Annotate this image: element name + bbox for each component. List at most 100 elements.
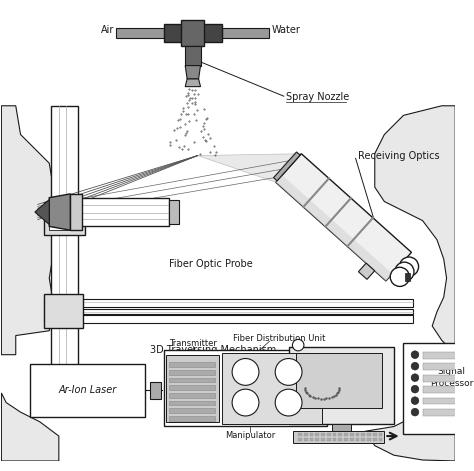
Bar	[169, 362, 215, 367]
Bar	[78, 198, 169, 227]
Bar	[169, 378, 215, 382]
Bar	[373, 438, 377, 441]
Bar	[164, 350, 327, 427]
Bar	[361, 438, 365, 441]
Bar	[333, 433, 337, 436]
Bar	[327, 438, 331, 441]
Bar	[373, 433, 377, 436]
Bar	[333, 438, 337, 441]
Text: Ar-Ion Laser: Ar-Ion Laser	[58, 385, 117, 395]
Bar	[70, 194, 82, 230]
Bar	[367, 438, 371, 441]
Bar	[221, 353, 322, 423]
Text: Manipulator: Manipulator	[225, 430, 275, 439]
Circle shape	[275, 358, 302, 385]
Bar	[30, 364, 145, 417]
Bar	[304, 433, 308, 436]
Polygon shape	[276, 154, 411, 281]
Polygon shape	[358, 263, 374, 279]
Circle shape	[411, 397, 419, 405]
Polygon shape	[35, 200, 49, 225]
Text: Receiving Optics: Receiving Optics	[357, 151, 439, 161]
Bar	[338, 433, 342, 436]
Text: 3D Traversing Mechanism: 3D Traversing Mechanism	[150, 345, 276, 355]
Polygon shape	[185, 79, 201, 87]
Bar	[405, 273, 410, 281]
Bar	[169, 385, 215, 390]
Text: Computer: Computer	[317, 376, 362, 385]
Bar	[361, 433, 365, 436]
Circle shape	[411, 374, 419, 382]
Bar	[45, 309, 413, 314]
Polygon shape	[198, 154, 301, 182]
Bar	[164, 24, 221, 41]
Bar	[296, 353, 383, 408]
Text: Fiber Distribution Unit: Fiber Distribution Unit	[233, 334, 325, 343]
Bar	[423, 352, 461, 358]
Bar	[169, 416, 215, 421]
Circle shape	[411, 385, 419, 393]
Circle shape	[232, 358, 259, 385]
Circle shape	[275, 389, 302, 416]
Bar	[379, 438, 383, 441]
Bar	[45, 294, 83, 328]
Bar	[321, 433, 325, 436]
Text: Water: Water	[272, 25, 300, 35]
Bar	[45, 316, 413, 323]
Circle shape	[292, 340, 304, 351]
Polygon shape	[375, 106, 455, 355]
Bar	[298, 438, 302, 441]
Bar	[169, 401, 215, 406]
Bar	[423, 363, 461, 370]
Bar	[298, 433, 302, 436]
Bar	[332, 423, 351, 431]
Bar	[169, 200, 179, 225]
Bar	[182, 20, 204, 47]
Circle shape	[411, 408, 419, 416]
Bar	[379, 433, 383, 436]
Bar	[310, 433, 313, 436]
Circle shape	[411, 362, 419, 370]
Polygon shape	[365, 393, 455, 461]
Bar	[116, 28, 164, 38]
Bar	[169, 408, 215, 413]
Polygon shape	[273, 152, 300, 181]
Bar	[45, 202, 85, 235]
Text: Transmitter: Transmitter	[169, 339, 217, 348]
Bar	[315, 438, 319, 441]
Bar	[356, 433, 359, 436]
Bar	[51, 106, 78, 374]
Bar	[310, 438, 313, 441]
Bar	[304, 438, 308, 441]
Bar	[344, 438, 348, 441]
Polygon shape	[276, 175, 392, 281]
Bar	[403, 343, 474, 434]
Polygon shape	[1, 393, 59, 461]
Circle shape	[400, 257, 419, 276]
Circle shape	[411, 351, 419, 358]
Polygon shape	[49, 194, 70, 230]
Bar	[166, 355, 219, 422]
Bar	[150, 382, 161, 399]
Bar	[327, 433, 331, 436]
Bar	[221, 28, 269, 38]
Text: Processor: Processor	[429, 379, 473, 388]
Text: Spray Nozzle: Spray Nozzle	[286, 92, 349, 102]
Bar	[169, 370, 215, 375]
Bar	[367, 433, 371, 436]
Bar	[49, 206, 78, 230]
Text: Fiber Optic Probe: Fiber Optic Probe	[169, 259, 253, 269]
Circle shape	[232, 389, 259, 416]
Bar	[350, 433, 354, 436]
Bar	[45, 299, 413, 307]
Bar	[338, 438, 342, 441]
Circle shape	[395, 262, 414, 281]
Bar	[356, 438, 359, 441]
Polygon shape	[1, 106, 54, 355]
Bar	[423, 375, 461, 382]
Bar	[350, 438, 354, 441]
Bar	[423, 386, 461, 393]
Bar	[169, 393, 215, 398]
Text: Signal: Signal	[438, 367, 465, 376]
Bar	[423, 398, 461, 405]
